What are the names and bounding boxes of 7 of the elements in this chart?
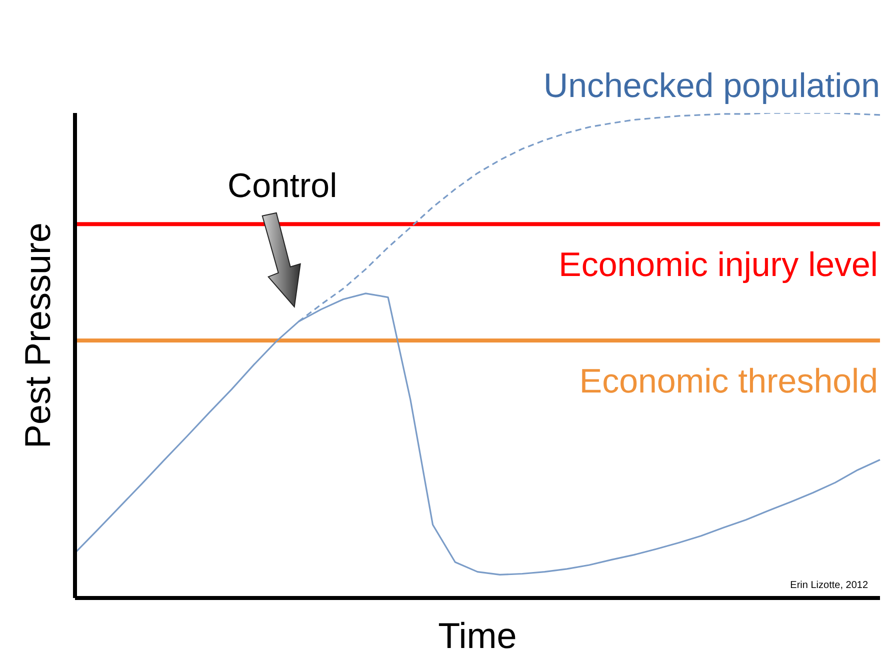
annotation: Control [228,166,338,205]
ref-line-label: Economic threshold [579,362,878,400]
x-axis-title: Time [438,615,517,656]
annotation: Erin Lizotte, 2012 [790,580,868,591]
ref-line-label: Economic injury level [558,246,878,284]
series-label: Unchecked population [544,66,880,105]
y-axis-title: Pest Pressure [17,222,58,449]
